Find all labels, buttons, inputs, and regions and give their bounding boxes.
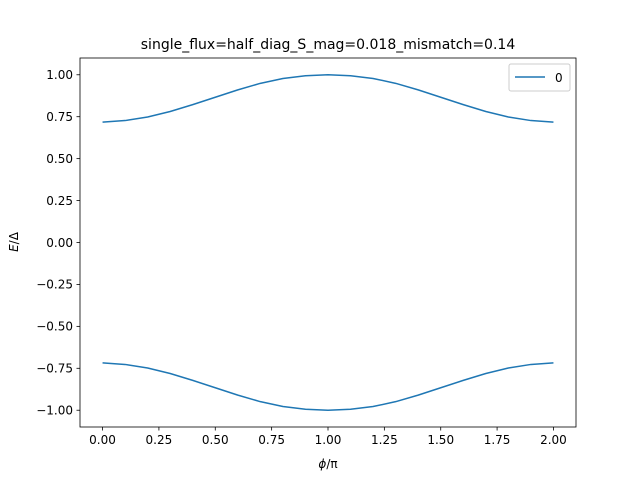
x-axis-label-symbol: ϕ bbox=[318, 457, 326, 471]
y-tick-label: 0.00 bbox=[46, 236, 73, 250]
y-axis-label: E/Δ bbox=[7, 231, 21, 252]
series-line-lower bbox=[102, 362, 554, 411]
x-tick-label: 1.00 bbox=[315, 433, 342, 447]
x-tick-label: 0.25 bbox=[146, 433, 173, 447]
x-tick-label: 2.00 bbox=[540, 433, 567, 447]
x-axis-label-rest: /π bbox=[326, 457, 337, 471]
x-tick-label: 1.25 bbox=[371, 433, 398, 447]
y-axis-label-rest: /Δ bbox=[7, 231, 21, 244]
y-tick-label: −0.25 bbox=[36, 278, 73, 292]
y-tick-label: 1.00 bbox=[46, 68, 73, 82]
x-tick-label: 1.50 bbox=[427, 433, 454, 447]
x-axis-label: ϕ/π bbox=[318, 457, 337, 471]
y-tick-label: 0.50 bbox=[46, 152, 73, 166]
x-tick-label: 0.75 bbox=[258, 433, 285, 447]
chart-title: single_flux=half_diag_S_mag=0.018_mismat… bbox=[141, 37, 516, 53]
series-layer bbox=[102, 74, 554, 411]
x-axis: 0.00 0.25 0.50 0.75 1.00 1.25 1.50 1.75 2.00 bbox=[89, 427, 567, 447]
x-tick-label: 0.00 bbox=[89, 433, 116, 447]
y-tick-label: 0.75 bbox=[46, 110, 73, 124]
y-axis-label-symbol: E bbox=[7, 244, 21, 252]
legend: 0 bbox=[508, 63, 571, 92]
y-tick-label: −1.00 bbox=[36, 404, 73, 418]
x-tick-label: 1.75 bbox=[484, 433, 511, 447]
x-tick-label: 0.50 bbox=[202, 433, 229, 447]
y-axis: −1.00 −0.75 −0.50 −0.25 0.00 0.25 0.50 0.75 1.00 bbox=[36, 68, 80, 418]
y-tick-label: −0.75 bbox=[36, 362, 73, 376]
y-tick-label: 0.25 bbox=[46, 194, 73, 208]
legend-label: 0 bbox=[555, 71, 563, 85]
y-tick-label: −0.50 bbox=[36, 320, 73, 334]
series-line-upper bbox=[102, 74, 554, 123]
